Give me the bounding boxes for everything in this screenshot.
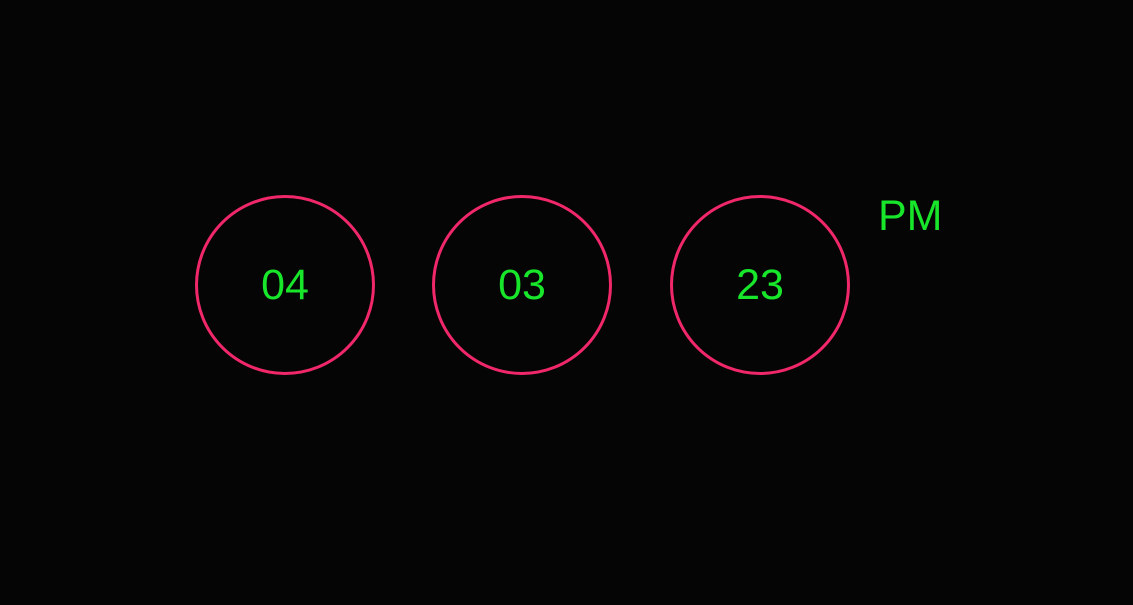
seconds-ring: 23 <box>670 195 850 375</box>
hours-ring: 04 <box>195 195 375 375</box>
minutes-ring: 03 <box>432 195 612 375</box>
am-pm-indicator: PM <box>878 192 943 240</box>
seconds-value: 23 <box>736 260 784 309</box>
minutes-value: 03 <box>498 260 546 309</box>
hours-value: 04 <box>261 260 309 309</box>
